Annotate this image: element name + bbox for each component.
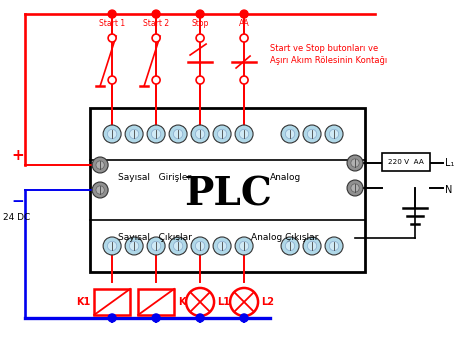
Circle shape bbox=[240, 314, 248, 322]
Circle shape bbox=[107, 129, 117, 139]
Text: Aşırı Akım Rölesinin Kontağı: Aşırı Akım Rölesinin Kontağı bbox=[270, 56, 387, 65]
Bar bbox=[382, 153, 430, 171]
Circle shape bbox=[330, 241, 339, 251]
Circle shape bbox=[152, 10, 160, 18]
Text: AA: AA bbox=[239, 19, 249, 28]
Circle shape bbox=[108, 10, 116, 18]
Circle shape bbox=[325, 125, 343, 143]
Circle shape bbox=[330, 129, 339, 139]
Text: Analog: Analog bbox=[269, 173, 301, 183]
Circle shape bbox=[191, 125, 209, 143]
Circle shape bbox=[230, 288, 258, 316]
Text: Start 1: Start 1 bbox=[99, 19, 125, 28]
Circle shape bbox=[108, 314, 116, 322]
Circle shape bbox=[129, 241, 139, 251]
Circle shape bbox=[285, 241, 295, 251]
Text: N: N bbox=[445, 185, 453, 195]
Circle shape bbox=[303, 237, 321, 255]
Circle shape bbox=[240, 34, 248, 42]
Circle shape bbox=[351, 184, 359, 192]
Text: L1: L1 bbox=[217, 297, 230, 307]
Circle shape bbox=[152, 34, 160, 42]
Circle shape bbox=[196, 10, 204, 18]
Circle shape bbox=[92, 157, 108, 173]
Circle shape bbox=[191, 237, 209, 255]
Circle shape bbox=[196, 129, 205, 139]
Circle shape bbox=[281, 237, 299, 255]
Circle shape bbox=[213, 125, 231, 143]
Circle shape bbox=[281, 125, 299, 143]
Circle shape bbox=[96, 186, 104, 194]
Text: Analog Çıkışlar: Analog Çıkışlar bbox=[252, 234, 319, 242]
Circle shape bbox=[218, 241, 227, 251]
Circle shape bbox=[235, 237, 253, 255]
Text: +: + bbox=[12, 148, 24, 163]
Circle shape bbox=[351, 159, 359, 167]
Text: L2: L2 bbox=[261, 297, 274, 307]
Circle shape bbox=[196, 241, 205, 251]
Circle shape bbox=[174, 129, 183, 139]
Circle shape bbox=[240, 76, 248, 84]
Text: Stop: Stop bbox=[191, 19, 209, 28]
Circle shape bbox=[186, 288, 214, 316]
Circle shape bbox=[147, 125, 165, 143]
Circle shape bbox=[218, 129, 227, 139]
Circle shape bbox=[240, 10, 248, 18]
Circle shape bbox=[151, 241, 161, 251]
Text: Sayısal   Girişler: Sayısal Girişler bbox=[118, 173, 192, 183]
Circle shape bbox=[240, 241, 249, 251]
Circle shape bbox=[107, 241, 117, 251]
Circle shape bbox=[347, 180, 363, 196]
Text: K1: K1 bbox=[76, 297, 90, 307]
Circle shape bbox=[174, 241, 183, 251]
Circle shape bbox=[347, 155, 363, 171]
Circle shape bbox=[92, 182, 108, 198]
Circle shape bbox=[151, 129, 161, 139]
Circle shape bbox=[147, 237, 165, 255]
Circle shape bbox=[308, 129, 317, 139]
Circle shape bbox=[103, 125, 121, 143]
Circle shape bbox=[169, 237, 187, 255]
Circle shape bbox=[169, 125, 187, 143]
Bar bbox=[90, 108, 365, 272]
Circle shape bbox=[235, 125, 253, 143]
Text: Start 2: Start 2 bbox=[143, 19, 169, 28]
Text: −: − bbox=[12, 194, 24, 209]
Text: Start ve Stop butonları ve: Start ve Stop butonları ve bbox=[270, 44, 378, 53]
Text: K2: K2 bbox=[178, 297, 192, 307]
Circle shape bbox=[240, 129, 249, 139]
Circle shape bbox=[196, 34, 204, 42]
Circle shape bbox=[103, 237, 121, 255]
Circle shape bbox=[285, 129, 295, 139]
Circle shape bbox=[129, 129, 139, 139]
Circle shape bbox=[196, 314, 204, 322]
Text: L₁: L₁ bbox=[445, 158, 454, 168]
Circle shape bbox=[213, 237, 231, 255]
Bar bbox=[94, 289, 130, 315]
Circle shape bbox=[325, 237, 343, 255]
Bar bbox=[138, 289, 174, 315]
Circle shape bbox=[152, 76, 160, 84]
Circle shape bbox=[308, 241, 317, 251]
Text: PLC: PLC bbox=[184, 176, 272, 214]
Circle shape bbox=[152, 314, 160, 322]
Circle shape bbox=[303, 125, 321, 143]
Text: 24 DC: 24 DC bbox=[3, 214, 30, 222]
Text: Sayısal   Çıkışlar: Sayısal Çıkışlar bbox=[118, 234, 192, 242]
Circle shape bbox=[125, 125, 143, 143]
Circle shape bbox=[96, 161, 104, 169]
Circle shape bbox=[108, 34, 116, 42]
Circle shape bbox=[108, 76, 116, 84]
Text: 220 V  AA: 220 V AA bbox=[388, 159, 424, 165]
Circle shape bbox=[125, 237, 143, 255]
Circle shape bbox=[196, 76, 204, 84]
